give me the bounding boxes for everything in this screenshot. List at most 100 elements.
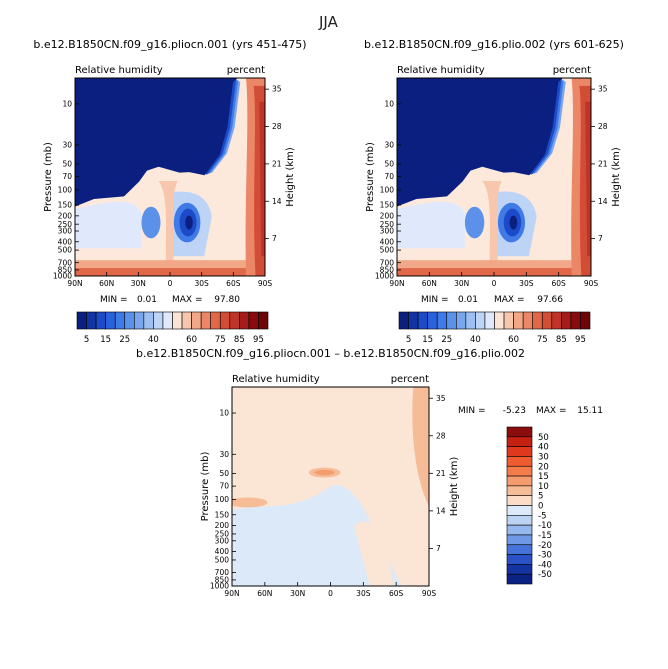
pressure-tick-label: 400 [58,237,73,246]
x-tick-label: 60S [389,589,404,598]
pressure-tick-label: 1000 [375,272,394,281]
x-tick-label: 30S [519,279,534,288]
max-label-2: MAX = [494,295,525,305]
pressure-tick-label: 300 [215,536,230,545]
colorbar-label: -20 [538,541,552,551]
pressure-tick-label: 200 [58,211,73,220]
x-tick-label: 90N [389,279,404,288]
pressure-tick-label: 700 [215,568,230,577]
colorbar-label: -50 [538,570,552,580]
colorbar-box [153,311,164,330]
positive-tongue [354,521,394,586]
panel-0: b.e12.B1850CN.f09_g16.pliocn.001 (yrs 45… [33,38,306,288]
height-tick-label: 35 [272,85,282,94]
colorbar-box [541,311,553,330]
pressure-tick-label: 250 [215,530,230,539]
left-string: Relative humidity [397,65,485,76]
height-tick-label: 14 [272,197,282,206]
left-string: Relative humidity [75,65,163,76]
colorbar-box [219,311,231,330]
y-axis-title: Pressure (mb) [365,142,376,212]
pressure-tick-label: 150 [58,201,73,210]
colorbar-box [105,311,116,330]
colorbar-box [506,475,533,487]
plot-body [232,387,429,586]
x-tick-label: 90S [422,589,437,598]
colorbar-box [506,515,533,526]
polar-column-core [259,101,265,257]
colorbar-label: 40 [148,335,159,345]
height-tick-label: 21 [598,159,608,168]
positive-blob-north [232,497,268,508]
colorbar-box [506,436,533,447]
colorbar-box [239,311,250,330]
polar-column-core [585,101,591,257]
colorbar: 5 15 25 40 60 75 85 95 [76,311,269,345]
min-value-1: 0.01 [137,295,157,305]
pressure-tick-label: 10 [384,100,394,109]
colorbar-box [506,446,533,457]
height-tick-label: 14 [598,197,608,206]
colorbar-label: 25 [119,335,130,345]
height-tick-label: 7 [436,544,441,553]
colorbar: 5 15 25 40 60 75 85 95 [398,311,591,345]
pressure-tick-label: 1000 [210,582,229,591]
pressure-tick-label: 500 [215,556,230,565]
colorbar-label: 20 [538,462,549,472]
colorbar-box [503,311,514,330]
height-tick-label: 28 [272,122,282,131]
height-tick-label: 21 [272,159,282,168]
colorbar-box [551,311,562,330]
pressure-tick-label: 850 [58,266,73,275]
x-tick-label: 90N [224,589,239,598]
colorbar-label: -30 [538,551,552,561]
colorbar-box [210,311,221,330]
min-label-1: MIN = [100,295,128,305]
colorbar-box [417,311,428,330]
colorbar-box [506,573,533,585]
colorbar-label: 15 [100,335,111,345]
pressure-tick-label: 150 [215,510,230,519]
max-value-2: 97.66 [537,295,563,305]
pressure-tick-label: 200 [380,211,395,220]
height-tick-label: 35 [436,394,446,403]
x-tick-label: 60N [422,279,437,288]
colorbar-label: 40 [538,443,549,453]
colorbar-box [114,311,126,330]
colorbar-box [506,465,533,477]
x-tick-label: 60S [552,279,567,288]
colorbar-box [455,311,467,330]
pressure-tick-label: 400 [215,547,230,556]
height-tick-label: 21 [436,469,446,478]
max-value-3: 15.11 [577,406,603,416]
pressure-tick-label: 30 [219,450,229,459]
pressure-tick-label: 300 [380,227,395,236]
x-tick-label: 30N [454,279,469,288]
pressure-tick-label: 100 [215,495,230,504]
pressure-tick-label: 250 [58,220,73,229]
colorbar-box [506,495,533,506]
colorbar-box [172,311,183,330]
x-tick-label: 30S [195,279,210,288]
pressure-tick-label: 150 [380,201,395,210]
colorbar-label: -10 [538,521,552,531]
left-string: Relative humidity [232,374,320,385]
pressure-tick-label: 10 [219,409,229,418]
colorbar-box [475,311,486,330]
height-tick-label: 35 [598,85,608,94]
colorbar-label: 50 [538,433,549,443]
pressure-tick-label: 50 [384,160,394,169]
min-label-2: MIN = [421,295,449,305]
colorbar-label: 30 [538,452,549,462]
colorbar-box [522,311,534,330]
colorbar-label: 15 [422,335,433,345]
right-string: percent [391,374,429,385]
height-tick-label: 7 [272,234,277,243]
moist-band-left [397,201,465,249]
colorbar-label: 95 [575,335,586,345]
colorbar-box [532,311,543,330]
colorbar-label: -40 [538,560,552,570]
y-axis-title: Pressure (mb) [200,452,211,522]
x-tick-label: 30N [131,279,146,288]
